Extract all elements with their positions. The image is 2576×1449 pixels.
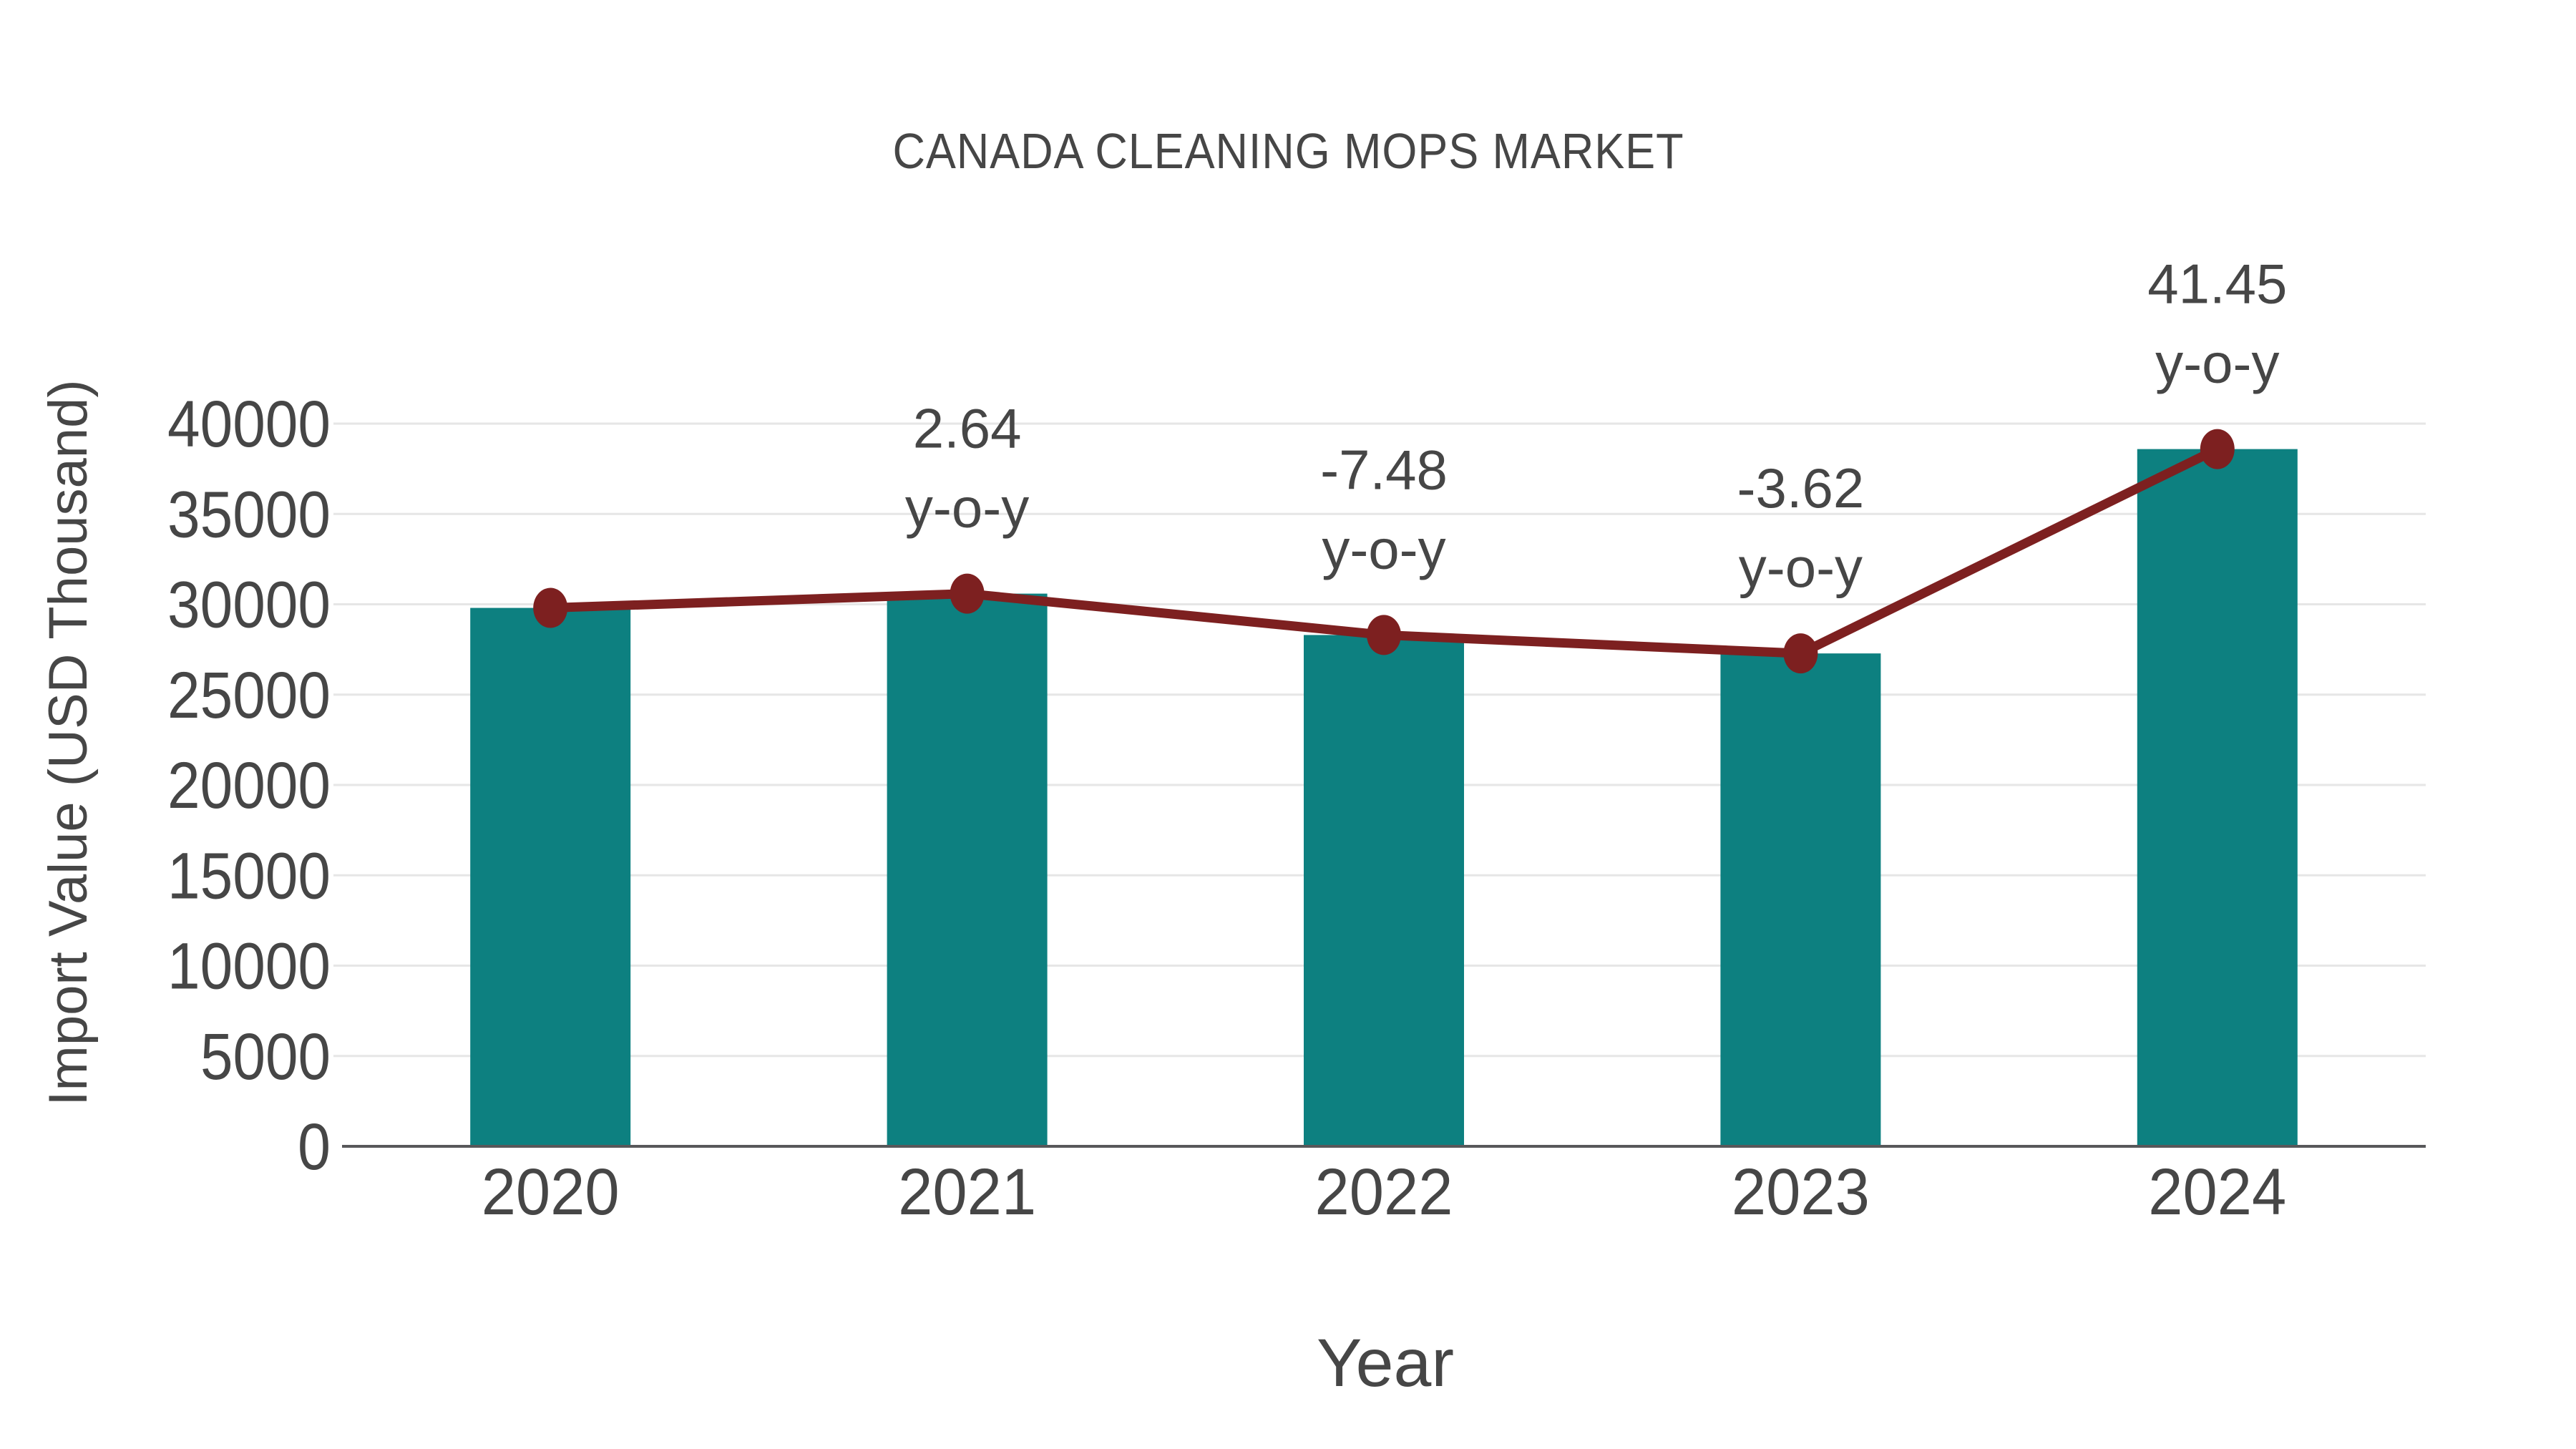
x-axis-title: Year: [1317, 1325, 1454, 1401]
x-tick-label-2022: 2022: [1315, 1156, 1453, 1229]
trend-marker-2022: [1367, 615, 1401, 655]
chart-title: CANADA CLEANING MOPS MARKET: [0, 126, 2576, 176]
y-tick-label-5000: 5000: [200, 1020, 331, 1093]
y-tick-label-0: 0: [298, 1111, 331, 1184]
bar-2023: [1720, 653, 1881, 1146]
trend-marker-2024: [2200, 429, 2235, 469]
y-tick-label-30000: 30000: [167, 569, 331, 642]
trend-marker-2020: [533, 587, 568, 628]
y-tick-label-10000: 10000: [167, 930, 331, 1003]
x-tick-label-2023: 2023: [1732, 1156, 1870, 1229]
annotation-value-2022: -7.48: [1320, 438, 1448, 501]
annotation-value-2024: 41.45: [2147, 253, 2287, 316]
annotation-suffix-2024: y-o-y: [2155, 332, 2279, 395]
annotation-suffix-2021: y-o-y: [905, 477, 1029, 540]
annotation-suffix-2022: y-o-y: [1322, 517, 1445, 580]
annotation-value-2021: 2.64: [913, 397, 1022, 460]
bar-2024: [2137, 449, 2298, 1146]
annotation-suffix-2023: y-o-y: [1739, 536, 1863, 599]
bar-2022: [1304, 635, 1464, 1146]
x-tick-label-2020: 2020: [482, 1156, 620, 1229]
y-tick-label-15000: 15000: [167, 839, 331, 912]
bar-2020: [470, 608, 631, 1146]
y-axis-title: Import Value (USD Thousand): [38, 379, 99, 1106]
y-tick-label-25000: 25000: [167, 659, 331, 732]
x-tick-label-2024: 2024: [2148, 1156, 2286, 1229]
trend-marker-2021: [950, 573, 985, 614]
y-tick-label-40000: 40000: [167, 388, 331, 461]
trend-marker-2023: [1783, 633, 1818, 674]
y-tick-label-20000: 20000: [167, 749, 331, 822]
bar-2021: [887, 593, 1048, 1146]
x-tick-label-2021: 2021: [898, 1156, 1036, 1229]
annotation-value-2023: -3.62: [1737, 457, 1865, 519]
chart-title-text: CANADA CLEANING MOPS MARKET: [892, 123, 1684, 179]
y-tick-label-35000: 35000: [167, 478, 331, 551]
